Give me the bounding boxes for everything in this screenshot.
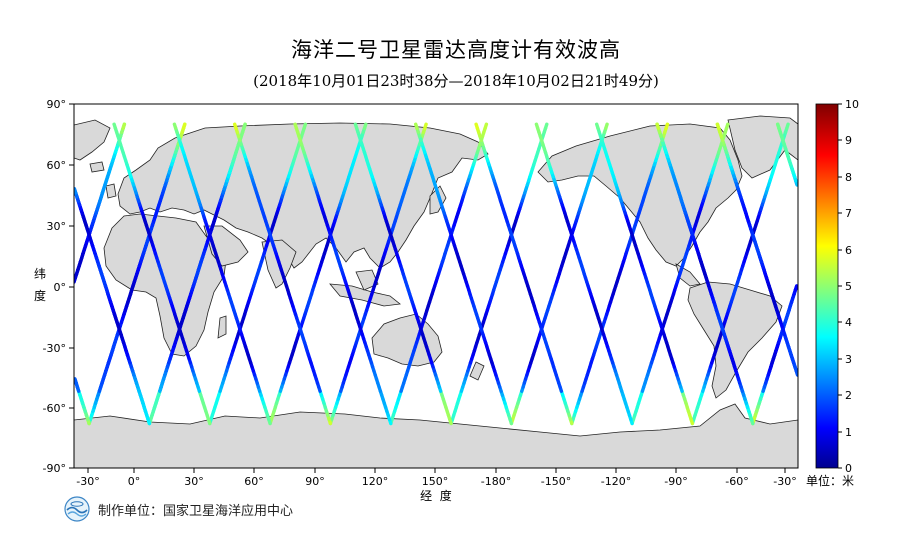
track-segment	[112, 122, 118, 131]
landmass-greenland-west	[74, 119, 111, 161]
lat-tick-label: 0°	[54, 281, 67, 294]
colorbar-tick-label: 8	[845, 171, 852, 184]
track-segment	[414, 122, 419, 131]
nsoas-logo-icon	[64, 496, 90, 522]
track-segment	[242, 122, 247, 131]
landmass-australia	[371, 313, 443, 367]
lon-tick-label: -150°	[541, 475, 571, 488]
track-segment	[474, 122, 480, 131]
colorbar-tick-label: 6	[845, 244, 852, 257]
colorbar-tick-label: 4	[845, 316, 852, 329]
map-subtitle: (2018年10月01日23时38分—2018年10月02日21时49分)	[253, 72, 659, 90]
colorbar-ticks	[838, 103, 842, 469]
track-segment	[353, 122, 359, 131]
colorbar-tick-label: 1	[845, 426, 852, 439]
track-segment	[793, 284, 798, 292]
track-segment	[655, 122, 661, 131]
lat-tick-label: 30°	[47, 220, 67, 233]
landmass-borneo	[355, 269, 379, 291]
lon-tick-label: 120°	[362, 475, 389, 488]
landmass-new-zealand	[469, 361, 485, 381]
y-axis-label-char-1: 纬	[34, 267, 46, 281]
colorbar-tick-label: 10	[845, 98, 859, 111]
track-segment	[121, 122, 127, 131]
lon-tick-label: 30°	[184, 475, 204, 488]
lon-tick-label: -180°	[481, 475, 511, 488]
satellite-tracks	[74, 122, 798, 426]
track-segment	[362, 122, 368, 131]
footer: 制作单位：国家卫星海洋应用中心	[64, 496, 293, 522]
lon-axis	[87, 468, 786, 473]
colorbar-tick-label: 9	[845, 134, 852, 147]
lon-tick-label: -120°	[601, 475, 631, 488]
track-segment	[715, 122, 721, 131]
track-segment	[302, 122, 308, 131]
landmass-iceland	[89, 161, 105, 173]
lon-tick-label: 0°	[128, 475, 141, 488]
track-segment	[74, 377, 78, 385]
lat-tick-label: -60°	[43, 402, 66, 415]
track-segment	[543, 122, 549, 131]
lon-tick-label: 150°	[422, 475, 449, 488]
lon-tick-label: -60°	[725, 475, 748, 488]
track-segment	[293, 122, 299, 131]
track-segment	[776, 122, 781, 131]
producer-label: 制作单位：国家卫星海洋应用中心	[98, 503, 294, 519]
lat-tick-label: 90°	[47, 98, 67, 111]
colorbar-tick-label: 7	[845, 207, 852, 220]
lon-tick-label: 60°	[244, 475, 264, 488]
track-segment	[534, 122, 540, 131]
track-segment	[664, 122, 670, 131]
colorbar	[815, 103, 839, 469]
track-segment	[172, 122, 178, 131]
map-title: 海洋二号卫星雷达高度计有效波高	[291, 38, 621, 62]
landmass-british-isles	[105, 183, 117, 199]
lon-tick-label: -90°	[664, 475, 687, 488]
lat-tick-label: -90°	[43, 462, 66, 475]
landmass-madagascar	[217, 315, 227, 339]
track-segment	[785, 122, 790, 131]
colorbar-unit-label: 单位：米	[806, 473, 854, 488]
lat-axis	[69, 103, 74, 469]
landmass-eurasia	[117, 122, 489, 269]
track-segment	[74, 187, 78, 195]
colorbar-tick-label: 2	[845, 389, 852, 402]
map-frame	[73, 103, 799, 469]
lon-tick-label: -30°	[773, 475, 796, 488]
colorbar-tick-label: 5	[845, 280, 852, 293]
track-segment	[724, 122, 730, 131]
track-segment	[423, 122, 428, 131]
x-axis-label: 经 度	[420, 488, 452, 503]
lon-tick-label: -30°	[76, 475, 99, 488]
track-segment	[604, 122, 609, 131]
colorbar-tick-label: 0	[845, 462, 852, 475]
lon-tick-label: 90°	[305, 475, 325, 488]
track-segment	[232, 122, 238, 131]
track-segment	[181, 122, 187, 131]
track-segment	[595, 122, 600, 131]
y-axis-label-char-2: 度	[34, 288, 46, 303]
lat-tick-label: -30°	[43, 342, 66, 355]
landmass-antarctica	[74, 403, 798, 468]
colorbar-tick-label: 3	[845, 353, 852, 366]
lat-tick-label: 60°	[47, 159, 67, 172]
track-segment	[483, 122, 489, 131]
